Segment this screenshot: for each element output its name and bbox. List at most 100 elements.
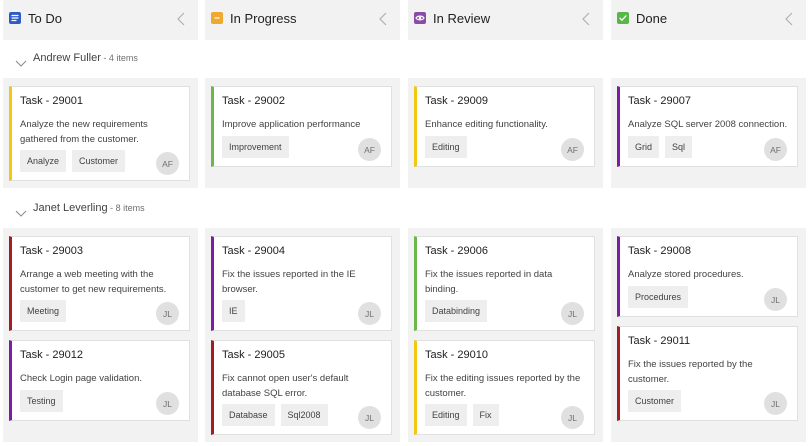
tag-chip: Sql2008 bbox=[280, 404, 328, 426]
task-card[interactable]: Task - 29002 Improve application performa… bbox=[211, 86, 392, 167]
avatar: AF bbox=[764, 138, 787, 161]
card-tags: Database Sql2008 bbox=[222, 404, 328, 426]
card-tags: Editing bbox=[425, 136, 467, 158]
task-card[interactable]: Task - 29001 Analyze the new requirements… bbox=[9, 86, 190, 181]
swimlane-name: Andrew Fuller - 4 items bbox=[33, 52, 138, 64]
card-description: Analyze SQL server 2008 connection. bbox=[628, 119, 788, 130]
card-description: Analyze the new requirements gathered fr… bbox=[20, 119, 148, 145]
task-card[interactable]: Task - 29004 Fix the issues reported in t… bbox=[211, 236, 392, 331]
chevron-left-icon[interactable] bbox=[174, 11, 188, 27]
tag-chip: Customer bbox=[628, 390, 682, 412]
tag-chip: Databinding bbox=[425, 300, 488, 322]
card-tags: Grid Sql bbox=[628, 136, 693, 158]
card-description: Enhance editing functionality. bbox=[425, 119, 548, 130]
card-tags: Testing bbox=[20, 390, 63, 412]
card-title: Task - 29004 bbox=[222, 245, 285, 257]
swimlane-header[interactable]: Andrew Fuller - 4 items bbox=[0, 52, 300, 74]
swimlane-name-text: Janet Leverling bbox=[33, 202, 108, 214]
swimlane-name-text: Andrew Fuller bbox=[33, 52, 101, 64]
tag-chip: Testing bbox=[20, 390, 63, 412]
card-tags: Analyze Customer bbox=[20, 150, 126, 172]
card-description: Fix the issues reported in the IE browse… bbox=[222, 269, 356, 295]
avatar: JL bbox=[156, 302, 179, 325]
chevron-down-icon[interactable] bbox=[15, 205, 27, 217]
task-card[interactable]: Task - 29010 Fix the editing issues repor… bbox=[414, 340, 595, 435]
card-description: Fix the issues reported by the customer. bbox=[628, 359, 753, 385]
eye-icon bbox=[414, 12, 426, 24]
task-card[interactable]: Task - 29011 Fix the issues reported by t… bbox=[617, 326, 798, 421]
swimlane-count: - 8 items bbox=[107, 203, 145, 213]
task-card[interactable]: Task - 29008 Analyze stored procedures. Pr… bbox=[617, 236, 798, 317]
check-icon bbox=[617, 12, 629, 24]
card-tags: IE bbox=[222, 300, 245, 322]
card-title: Task - 29002 bbox=[222, 95, 285, 107]
swimlane-count: - 4 items bbox=[100, 53, 138, 63]
progress-icon bbox=[211, 12, 223, 24]
avatar: JL bbox=[358, 302, 381, 325]
column-title: In Progress bbox=[230, 11, 297, 26]
card-description: Analyze stored procedures. bbox=[628, 269, 744, 280]
avatar: JL bbox=[561, 302, 584, 325]
tag-chip: Meeting bbox=[20, 300, 67, 322]
column-title: Done bbox=[636, 11, 668, 26]
card-title: Task - 29011 bbox=[628, 335, 691, 347]
task-card[interactable]: Task - 29003 Arrange a web meeting with t… bbox=[9, 236, 190, 331]
card-title: Task - 29006 bbox=[425, 245, 488, 257]
card-title: Task - 29009 bbox=[425, 95, 488, 107]
tag-chip: Customer bbox=[72, 150, 126, 172]
board-cell: Task - 29002 Improve application performa… bbox=[205, 78, 400, 188]
tag-chip: Improvement bbox=[222, 136, 289, 158]
task-card[interactable]: Task - 29005 Fix cannot open user's defau… bbox=[211, 340, 392, 435]
avatar: JL bbox=[764, 288, 787, 311]
board-cell: Task - 29004 Fix the issues reported in t… bbox=[205, 228, 400, 442]
chevron-left-icon[interactable] bbox=[579, 11, 593, 27]
card-title: Task - 29007 bbox=[628, 95, 691, 107]
board-cell: Task - 29003 Arrange a web meeting with t… bbox=[3, 228, 198, 442]
chevron-left-icon[interactable] bbox=[376, 11, 390, 27]
avatar: AF bbox=[156, 152, 179, 175]
board-cell: Task - 29009 Enhance editing functionalit… bbox=[408, 78, 603, 188]
board-cell: Task - 29008 Analyze stored procedures. Pr… bbox=[611, 228, 806, 442]
column-header-in-review: In Review bbox=[408, 0, 603, 40]
card-tags: Customer bbox=[628, 390, 682, 412]
tag-chip: Editing bbox=[425, 404, 467, 426]
card-title: Task - 29005 bbox=[222, 349, 285, 361]
card-description: Check Login page validation. bbox=[20, 373, 143, 384]
column-title: To Do bbox=[28, 11, 62, 26]
card-title: Task - 29012 bbox=[20, 349, 83, 361]
board-cell: Task - 29001 Analyze the new requirements… bbox=[3, 78, 198, 188]
tag-chip: Fix bbox=[472, 404, 499, 426]
tag-chip: Procedures bbox=[628, 286, 689, 308]
list-icon bbox=[9, 12, 21, 24]
avatar: JL bbox=[764, 392, 787, 415]
tag-chip: Database bbox=[222, 404, 275, 426]
board-cell: Task - 29006 Fix the issues reported in d… bbox=[408, 228, 603, 442]
card-title: Task - 29008 bbox=[628, 245, 691, 257]
card-description: Arrange a web meeting with the customer … bbox=[20, 269, 167, 295]
column-header-done: Done bbox=[611, 0, 806, 40]
card-tags: Meeting bbox=[20, 300, 67, 322]
task-card[interactable]: Task - 29007 Analyze SQL server 2008 conn… bbox=[617, 86, 798, 167]
card-tags: Procedures bbox=[628, 286, 689, 308]
card-title: Task - 29003 bbox=[20, 245, 83, 257]
task-card[interactable]: Task - 29012 Check Login page validation.… bbox=[9, 340, 190, 421]
chevron-left-icon[interactable] bbox=[782, 11, 796, 27]
task-card[interactable]: Task - 29006 Fix the issues reported in d… bbox=[414, 236, 595, 331]
swimlane-header[interactable]: Janet Leverling - 8 items bbox=[0, 202, 300, 224]
avatar: JL bbox=[561, 406, 584, 429]
card-tags: Databinding bbox=[425, 300, 488, 322]
chevron-down-icon[interactable] bbox=[15, 55, 27, 67]
board-cell: Task - 29007 Analyze SQL server 2008 conn… bbox=[611, 78, 806, 188]
avatar: JL bbox=[358, 406, 381, 429]
column-header-to-do: To Do bbox=[3, 0, 198, 40]
card-tags: Improvement bbox=[222, 136, 289, 158]
tag-chip: IE bbox=[222, 300, 245, 322]
card-title: Task - 29010 bbox=[425, 349, 488, 361]
task-card[interactable]: Task - 29009 Enhance editing functionalit… bbox=[414, 86, 595, 167]
card-tags: Editing Fix bbox=[425, 404, 499, 426]
card-description: Fix the issues reported in data binding. bbox=[425, 269, 553, 295]
column-header-in-progress: In Progress bbox=[205, 0, 400, 40]
card-description: Fix the editing issues reported by the c… bbox=[425, 373, 581, 399]
column-title: In Review bbox=[433, 11, 491, 26]
tag-chip: Grid bbox=[628, 136, 660, 158]
